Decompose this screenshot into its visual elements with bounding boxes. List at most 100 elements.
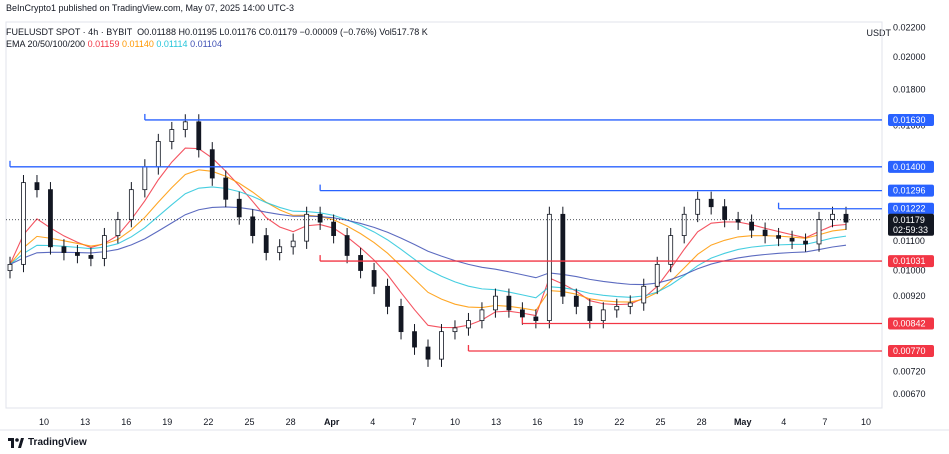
candle-body [101,235,107,259]
y-tick-label: 0.00670 [893,389,926,399]
candle-body [816,219,822,245]
x-tick-label: 25 [655,417,665,427]
candle-body [668,235,674,265]
support-price-tag-label: 0.01031 [893,256,926,266]
x-tick-label: 22 [203,417,213,427]
candle-body [762,229,768,236]
ema50-value: 0.01140 [121,39,154,49]
candle-body [654,263,660,287]
resistance-price-tag [888,184,934,197]
candle-body [317,213,323,223]
candle-body [128,189,134,220]
candle-body [546,213,552,321]
resistance-price-tag [888,202,934,215]
candle-body [641,285,647,304]
x-tick-label: 4 [781,417,786,427]
candle-body [169,129,175,142]
candle-body [196,121,202,151]
candle-body [61,246,67,253]
published-caption: BeInCrypto1 published on TradingView.com… [6,3,294,13]
open-label: O [137,27,145,37]
x-tick-label: 22 [614,417,624,427]
x-tick-label: 16 [532,417,542,427]
x-tick-label: 7 [822,417,827,427]
candle-body [843,213,849,223]
candle-body [236,198,242,218]
change-value: −0.00009 (−0.76%) [299,27,377,37]
resistance-price-tag-label: 0.01222 [893,204,926,214]
last-price-label: 0.01179 [893,215,925,225]
candle-body [749,221,755,231]
candle-body [614,305,620,311]
candle-body [250,216,256,236]
candle-body [830,213,835,220]
resistance-price-tag-label: 0.01400 [893,162,926,172]
candle-body [466,320,471,329]
plot-area [5,21,883,409]
x-tick-label: 4 [370,417,375,427]
brand-name: TradingView [28,437,87,448]
countdown-label: 02:59:33 [893,225,928,235]
y-tick-label: 0.02200 [893,23,926,33]
x-tick-label: May [734,417,752,427]
candle-body [708,198,714,208]
candle-body [21,182,26,265]
support-price-tag [888,255,934,268]
tradingview-logo[interactable]: TradingView [8,437,87,448]
currency-label: USDT [866,28,892,38]
y-tick-label: 0.01000 [893,265,926,275]
low-label: L [219,27,225,37]
candle-body [7,263,13,272]
resistance-price-tag-label: 0.01630 [893,115,926,125]
candle-body [519,309,525,318]
candle-body [385,285,390,307]
volume-label: Vol [379,27,392,37]
resistance-price-tag [888,160,934,173]
candle-body [331,221,337,236]
x-tick-label: 19 [162,417,172,427]
candle-body [695,198,701,215]
candle-body [627,302,633,307]
candle-body [425,346,431,360]
candle-body [506,295,512,311]
candle-body [681,213,687,236]
candle-body [587,305,593,321]
candle-body [573,295,579,307]
x-tick-label: 19 [573,417,583,427]
close-label: C [258,27,266,37]
candle-body [560,213,566,297]
candle-body [439,331,444,360]
x-tick-label: 16 [121,417,131,427]
low-value: 0.01176 [224,27,257,37]
candle-body [75,252,80,256]
candle-body [358,255,363,271]
candle-body [142,166,148,191]
last-price-tag [888,213,934,236]
candle-body [223,177,229,200]
candle-body [452,327,458,333]
support-price-tag-label: 0.00770 [893,346,926,356]
candle-body [115,219,121,236]
ema20-value: 0.01159 [87,39,120,49]
y-tick-label: 0.00720 [893,367,926,377]
x-tick-label: 10 [39,417,49,427]
x-tick-label: Apr [324,417,340,427]
x-tick-label: 28 [697,417,707,427]
candle-body [277,246,283,253]
x-tick-label: 13 [80,417,90,427]
candle-body [533,316,539,321]
ema100-value: 0.01114 [156,39,188,49]
y-tick-label: 0.00920 [893,291,926,301]
close-value: 0.01179 [265,27,298,37]
symbol-name[interactable]: FUELUSDT SPOT · 4h · BYBIT [6,27,133,37]
ema200-value: 0.01104 [190,39,222,49]
high-label: H [178,27,185,37]
candle-body [88,255,94,259]
x-tick-label: 10 [450,417,460,427]
ema-label[interactable]: EMA 20/50/100/200 [6,39,86,49]
x-tick-label: 7 [411,417,416,427]
candle-body [48,189,53,248]
volume-value: 517.78 K [391,27,428,37]
